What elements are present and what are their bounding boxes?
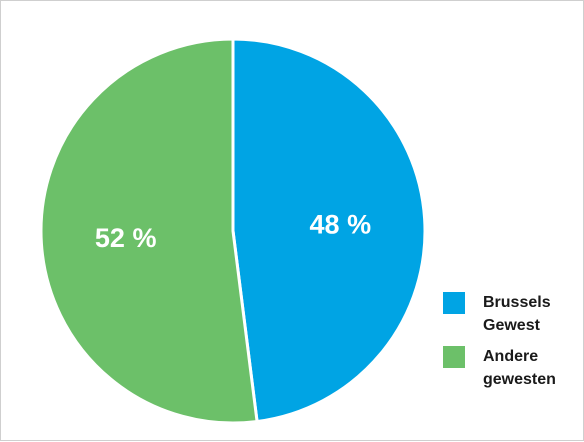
legend-label-brussels: Brussels Gewest <box>483 294 551 334</box>
pie-slice-label-0: 48 % <box>310 209 372 239</box>
legend-label-andere: Andere gewesten <box>483 348 556 388</box>
pie-slice-1 <box>39 37 259 425</box>
legend-item-brussels: Brussels Gewest <box>443 291 584 337</box>
pie-slice-label-1: 52 % <box>95 223 157 253</box>
legend-swatch-andere <box>443 346 465 368</box>
legend-swatch-brussels <box>443 292 465 314</box>
legend-item-andere: Andere gewesten <box>443 345 584 391</box>
legend: Brussels Gewest Andere gewesten <box>443 291 584 399</box>
pie-slice-0 <box>231 37 427 423</box>
